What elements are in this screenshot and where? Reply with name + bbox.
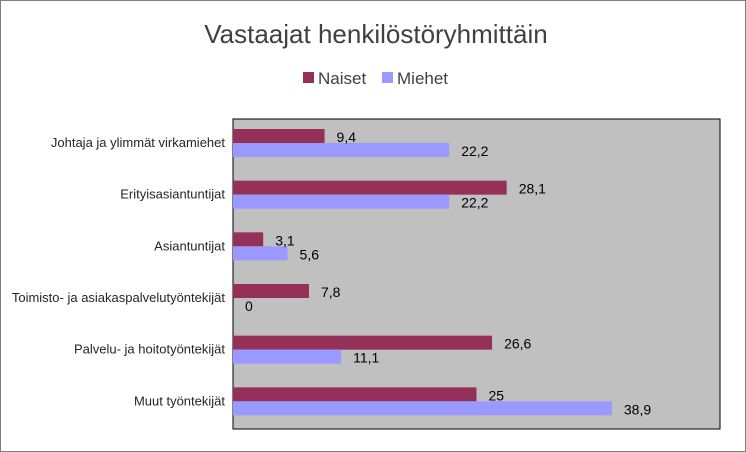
category-label-johtaja-ja-ylimmat-virkamiehet: Johtaja ja ylimmät virkamiehet xyxy=(51,135,226,150)
bar-naiset-toimisto-ja-asiakaspalvelutyontekijat xyxy=(233,284,309,298)
bar-naiset-erityisasiantuntijat xyxy=(233,180,507,195)
value-label-naiset-muut-tyontekijat: 25 xyxy=(489,387,505,403)
bar-naiset-palvelu-ja-hoitotyontekijat xyxy=(233,335,493,350)
value-label-naiset-erityisasiantuntijat: 28,1 xyxy=(519,181,546,197)
value-label-miehet-toimisto-ja-asiakaspalvelutyontekijat: 0 xyxy=(245,298,253,314)
bars xyxy=(233,129,612,416)
value-label-miehet-asiantuntijat: 5,6 xyxy=(300,246,320,262)
value-label-miehet-erityisasiantuntijat: 22,2 xyxy=(461,195,488,211)
bar-miehet-asiantuntijat xyxy=(233,246,288,261)
category-label-muut-tyontekijat: Muut työntekijät xyxy=(134,393,225,408)
value-label-naiset-asiantuntijat: 3,1 xyxy=(275,232,295,248)
legend: Naiset Miehet xyxy=(303,69,448,88)
value-label-miehet-palvelu-ja-hoitotyontekijat: 11,1 xyxy=(353,350,379,366)
bar-miehet-muut-tyontekijat xyxy=(233,401,612,416)
bar-naiset-asiantuntijat xyxy=(233,232,264,247)
bar-naiset-muut-tyontekijat xyxy=(233,387,477,402)
legend-swatch-naiset xyxy=(303,72,314,83)
legend-swatch-miehet xyxy=(382,72,393,83)
category-labels: Johtaja ja ylimmät virkamiehet Erityisasi… xyxy=(12,135,226,408)
value-label-naiset-toimisto-ja-asiakaspalvelutyontekijat: 7,8 xyxy=(321,284,341,300)
plot-area xyxy=(232,118,721,430)
chart-title: Vastaajat henkilöstöryhmittäin xyxy=(204,19,547,49)
bar-naiset-johtaja-ja-ylimmat-virkamiehet xyxy=(233,129,325,143)
category-label-toimisto-ja-asiakaspalvelutyontekijat: Toimisto- ja asiakaspalvelutyöntekijät xyxy=(12,290,226,305)
category-label-palvelu-ja-hoitotyontekijat: Palvelu- ja hoitotyöntekijät xyxy=(74,342,225,357)
value-label-miehet-muut-tyontekijat: 38,9 xyxy=(624,401,651,417)
legend-label-naiset: Naiset xyxy=(318,69,366,88)
bar-miehet-erityisasiantuntijat xyxy=(233,194,450,209)
bar-miehet-johtaja-ja-ylimmat-virkamiehet xyxy=(233,143,450,157)
value-labels: 9,4 22,2 28,1 22,2 3,1 5,6 7,8 0 26,6 11,1 25 38,9 xyxy=(245,129,651,417)
category-label-erityisasiantuntijat: Erityisasiantuntijat xyxy=(120,187,225,202)
value-label-naiset-johtaja-ja-ylimmat-virkamiehet: 9,4 xyxy=(337,129,357,145)
bar-miehet-palvelu-ja-hoitotyontekijat xyxy=(233,349,342,364)
value-label-miehet-johtaja-ja-ylimmat-virkamiehet: 22,2 xyxy=(461,143,488,159)
category-label-asiantuntijat: Asiantuntijat xyxy=(154,238,225,253)
legend-label-miehet: Miehet xyxy=(397,69,448,88)
value-label-naiset-palvelu-ja-hoitotyontekijat: 26,6 xyxy=(504,336,531,352)
